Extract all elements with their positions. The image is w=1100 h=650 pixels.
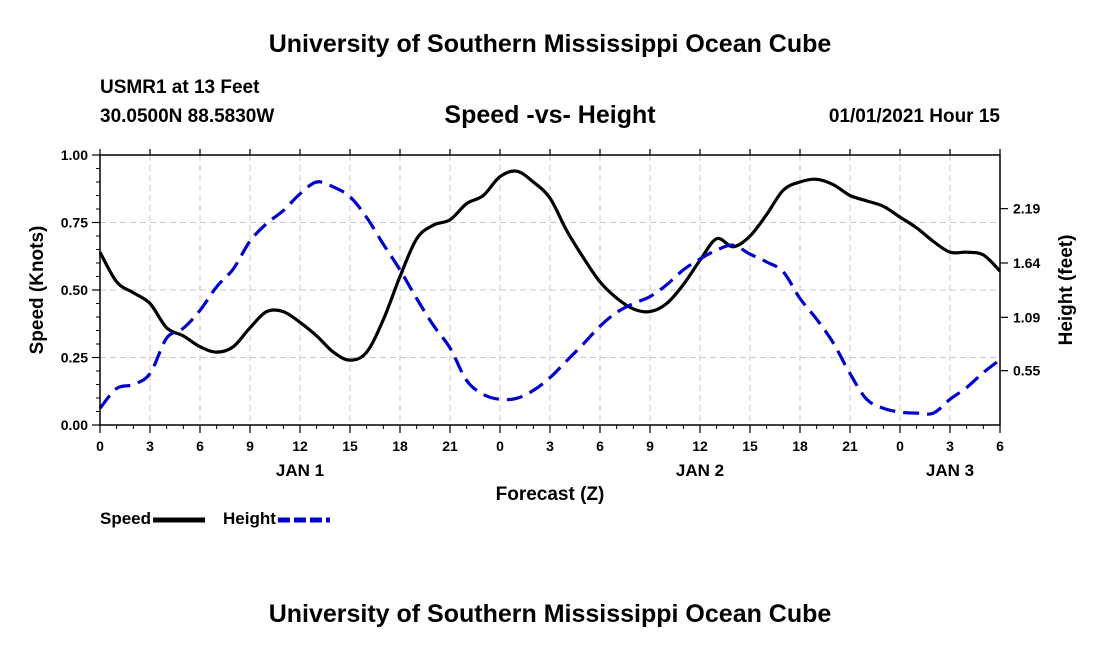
day-label: JAN 3 [926,461,974,480]
x-tick-label: 6 [996,438,1004,454]
x-tick-label: 6 [196,438,204,454]
y-right-tick-label: 1.64 [1013,255,1040,271]
x-tick-label: 21 [842,438,858,454]
x-axis-title: Forecast (Z) [496,484,605,505]
chart-title: Speed -vs- Height [444,101,656,129]
y-left-tick-label: 0.50 [61,282,88,298]
legend-label-speed: Speed [100,509,151,528]
legend-label-height: Height [223,509,276,528]
series-line-speed [98,169,1002,362]
series-lines [98,169,1002,416]
station-label: USMR1 at 13 Feet [100,77,260,98]
y-left-tick-label: 0.25 [61,350,88,366]
x-tick-label: 15 [742,438,758,454]
x-tick-label: 12 [692,438,708,454]
x-tick-label: 0 [496,438,504,454]
y-left-tick-label: 0.00 [61,417,88,433]
grid-lines [100,155,1000,425]
axis-ticks: 0 3 6 9 12 15 18 21 0 3 6 9 12 15 18 21 0 3 6 JAN 1 JAN 2 JAN… [61,147,1041,480]
x-tick-label: 18 [792,438,808,454]
y-right-tick-label: 1.09 [1013,309,1040,325]
x-tick-label: 3 [946,438,954,454]
x-tick-label: 0 [96,438,104,454]
day-label: JAN 1 [276,461,324,480]
x-tick-label: 9 [646,438,654,454]
y-left-tick-label: 1.00 [61,147,88,163]
x-tick-label: 3 [146,438,154,454]
page-title: University of Southern Mississippi Ocean… [268,30,832,58]
y-right-tick-label: 0.55 [1013,363,1040,379]
forecast-timestamp: 01/01/2021 Hour 15 [828,106,1000,127]
y-right-tick-label: 2.19 [1013,201,1040,217]
x-tick-label: 21 [442,438,458,454]
y-axis-right-title: Height (feet) [1056,235,1077,346]
x-tick-label: 0 [896,438,904,454]
x-tick-label: 9 [246,438,254,454]
coordinates-label: 30.0500N 88.5830W [100,106,275,127]
y-left-tick-label: 0.75 [61,215,88,231]
x-tick-label: 12 [292,438,308,454]
axis-labels: Forecast (Z) Speed (Knots) Height (feet) [27,226,1077,505]
y-axis-left-title: Speed (Knots) [27,226,48,355]
footer-title: University of Southern Mississippi Ocean… [268,600,832,628]
day-label: JAN 2 [676,461,724,480]
x-tick-label: 3 [546,438,554,454]
x-tick-label: 6 [596,438,604,454]
x-tick-label: 15 [342,438,358,454]
legend: Speed Height [100,509,330,528]
x-tick-label: 18 [392,438,408,454]
series-line-height [98,180,1001,416]
